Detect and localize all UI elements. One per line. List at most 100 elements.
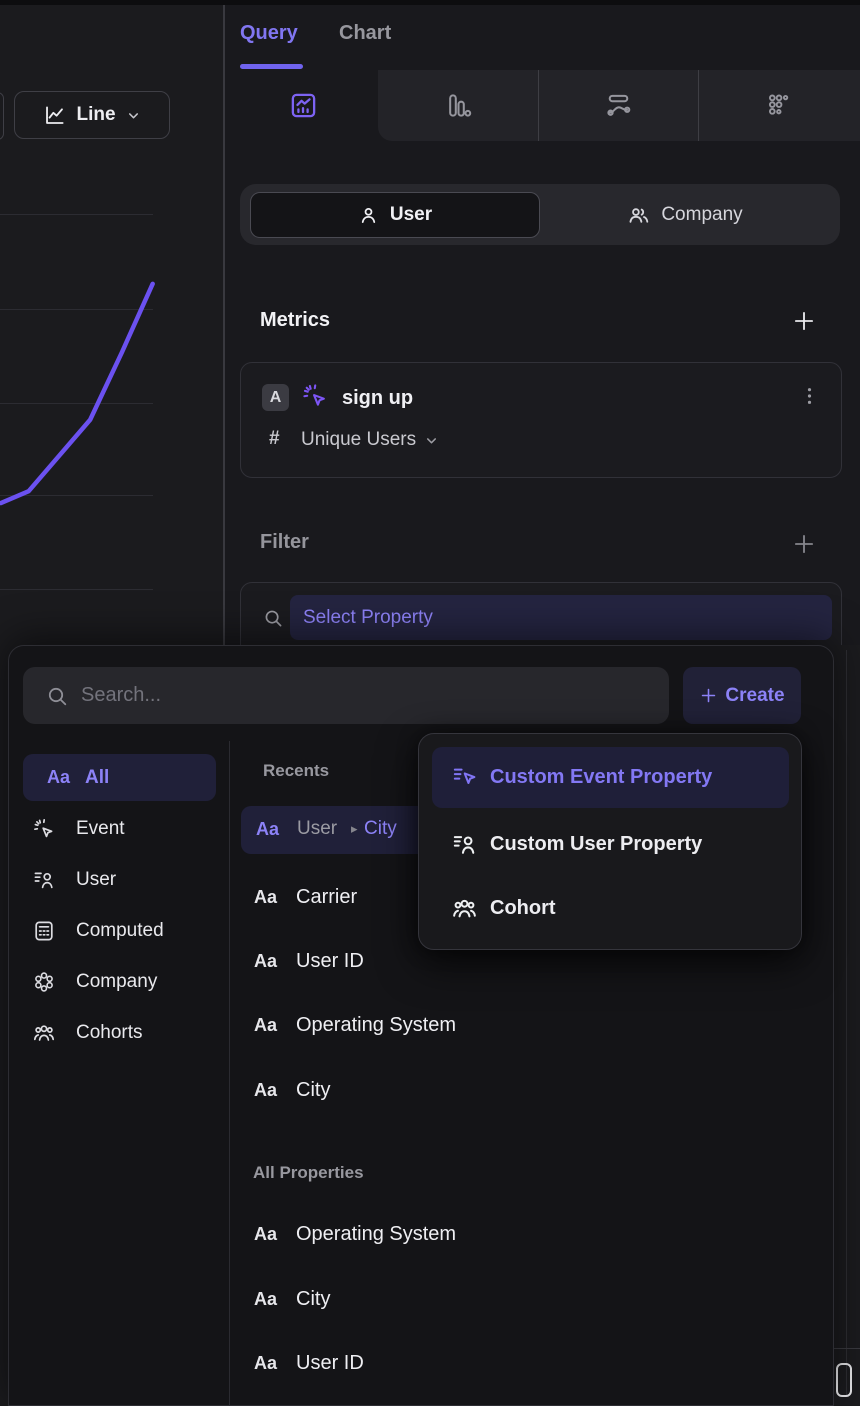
list-item[interactable]: Aa User ID (254, 1351, 364, 1374)
breadcrumb-arrow-icon: ▸ (351, 821, 358, 836)
list-item[interactable]: Aa User ID (254, 949, 364, 972)
recent-scope: User (297, 818, 338, 839)
create-label: Create (725, 684, 785, 706)
entity-user-label: User (389, 204, 433, 225)
gridline (0, 214, 153, 215)
tab-query[interactable]: Query (240, 22, 298, 44)
category-label: Computed (76, 920, 164, 941)
kebab-menu-icon[interactable] (800, 383, 819, 409)
recents-heading: Recents (263, 761, 330, 780)
tab-chart[interactable]: Chart (339, 22, 392, 44)
text-aa-icon: Aa (256, 819, 280, 839)
chart-type-label: Line (76, 104, 116, 125)
metric-card[interactable] (240, 362, 842, 478)
text-aa-icon: Aa (254, 886, 278, 907)
text-aa-icon: Aa (254, 1223, 278, 1244)
select-property-field[interactable]: Select Property (290, 595, 832, 640)
gridline (0, 309, 153, 310)
text-aa-icon: Aa (47, 767, 71, 787)
menu-item-custom-user-property[interactable]: Custom User Property (432, 822, 789, 866)
category-event[interactable]: Event (23, 812, 216, 846)
person-icon (358, 205, 379, 226)
gridline (0, 589, 153, 590)
search-icon (262, 607, 284, 629)
entity-company-label: Company (661, 204, 743, 225)
background-divider-fragment (834, 1348, 860, 1349)
tab-retention[interactable] (698, 70, 860, 141)
search-input[interactable] (79, 683, 643, 708)
chart-type-dropdown[interactable]: Line (14, 91, 170, 139)
cohort-icon (451, 895, 478, 922)
property-search (23, 667, 669, 724)
category-all[interactable]: Aa All (23, 754, 216, 801)
create-button[interactable]: Create (683, 667, 801, 724)
background-panel-edge (846, 650, 847, 1395)
picker-divider (229, 741, 230, 1406)
measurement-dropdown[interactable]: Unique Users (301, 429, 439, 451)
menu-item-custom-event-property[interactable]: Custom Event Property (432, 747, 789, 808)
number-hash-icon: # (269, 428, 280, 449)
text-aa-icon: Aa (254, 1352, 278, 1373)
cohorts-icon (32, 1021, 56, 1045)
create-menu: Custom Event Property Custom User Proper… (418, 733, 802, 950)
category-label: User (76, 869, 117, 890)
text-aa-icon: Aa (254, 1014, 278, 1035)
plus-icon (699, 686, 718, 705)
measurement-label: Unique Users (301, 429, 417, 450)
calculator-icon (32, 919, 56, 943)
entity-toggle-company[interactable]: Company (540, 192, 830, 238)
tab-flows[interactable] (538, 70, 698, 141)
gridline (0, 403, 153, 404)
trend-line-chart (0, 281, 155, 506)
add-metric-button[interactable] (791, 308, 817, 334)
select-property-placeholder: Select Property (303, 606, 433, 628)
view-tab-divider (698, 70, 699, 141)
text-aa-icon: Aa (254, 1288, 278, 1309)
menu-item-cohort[interactable]: Cohort (432, 886, 789, 930)
list-item[interactable]: Aa Operating System (254, 1222, 457, 1245)
line-chart-icon (43, 104, 66, 127)
add-filter-button[interactable] (791, 531, 817, 557)
category-label: All (85, 767, 110, 788)
flows-icon (605, 92, 632, 119)
background-panel-strip (834, 645, 860, 1406)
top-edge-strip (0, 0, 860, 5)
custom-user-property-icon (451, 831, 478, 858)
company-cluster-icon (32, 970, 56, 994)
gridline (0, 495, 153, 496)
insights-icon (289, 91, 318, 120)
event-click-icon (301, 382, 329, 410)
entity-toggle-user[interactable]: User (250, 192, 540, 238)
user-list-icon (32, 868, 56, 892)
search-icon (45, 684, 69, 708)
category-company[interactable]: Company (23, 965, 216, 999)
category-user[interactable]: User (23, 863, 216, 897)
all-properties-heading: All Properties (253, 1163, 364, 1182)
category-label: Company (76, 971, 158, 992)
custom-event-property-icon (451, 764, 478, 791)
list-item[interactable]: Aa City (254, 1078, 331, 1101)
category-label: Event (76, 818, 125, 839)
tab-insights[interactable] (228, 70, 378, 141)
category-cohorts[interactable]: Cohorts (23, 1016, 216, 1050)
list-item[interactable]: Aa City (254, 1287, 331, 1310)
metric-event-name: sign up (342, 387, 414, 409)
active-tab-underline (240, 64, 303, 69)
keyboard-hint-fragment (836, 1363, 852, 1397)
retention-icon (766, 92, 793, 119)
filter-heading: Filter (260, 531, 309, 553)
recent-selected-item[interactable]: Aa User ▸ City (241, 806, 447, 854)
text-aa-icon: Aa (254, 950, 278, 971)
category-computed[interactable]: Computed (23, 914, 216, 948)
list-item[interactable]: Aa Carrier (254, 885, 358, 908)
series-letter-badge: A (262, 384, 289, 411)
event-click-icon (32, 817, 56, 841)
view-tab-divider (538, 70, 539, 141)
text-aa-icon: Aa (254, 1079, 278, 1100)
tab-funnels[interactable] (378, 70, 538, 141)
metrics-heading: Metrics (260, 309, 331, 331)
trend-line (0, 281, 155, 506)
list-item[interactable]: Aa Operating System (254, 1013, 457, 1036)
chevron-down-icon (424, 433, 439, 448)
